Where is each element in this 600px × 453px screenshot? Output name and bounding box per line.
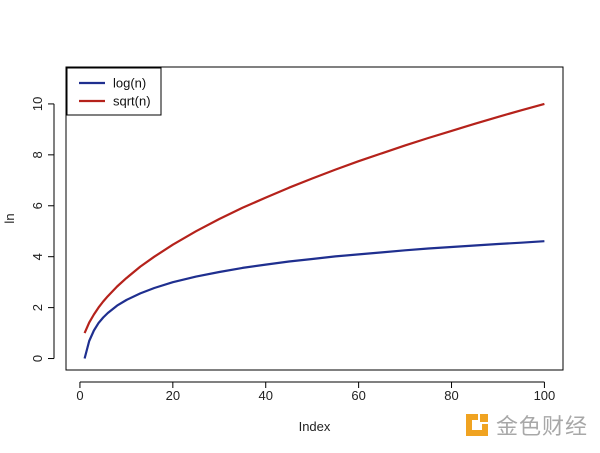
plot-frame xyxy=(65,66,564,371)
y-tick-label: 10 xyxy=(30,97,45,111)
series-line-sqrt-n xyxy=(83,102,545,334)
brand-logo-icon xyxy=(464,412,490,438)
x-tick-label: 0 xyxy=(76,388,83,403)
series-lines xyxy=(83,102,545,359)
x-tick-label: 20 xyxy=(166,388,180,403)
legend: log(n) sqrt(n) xyxy=(66,67,162,116)
y-tick-label: 6 xyxy=(30,202,45,209)
watermark: 金色财经 xyxy=(464,409,588,441)
y-tick-label: 0 xyxy=(30,355,45,362)
x-axis-label: Index xyxy=(299,419,331,434)
series-line-log-n xyxy=(83,240,545,359)
axes: 0 20 40 60 80 100 0 2 4 6 8 10 xyxy=(30,66,564,403)
legend-box xyxy=(66,67,162,116)
legend-label: sqrt(n) xyxy=(113,94,151,109)
x-tick-label: 80 xyxy=(444,388,458,403)
y-axis-label: ln xyxy=(2,213,17,223)
x-tick-label: 60 xyxy=(351,388,365,403)
watermark-text: 金色财经 xyxy=(495,415,588,440)
legend-label: log(n) xyxy=(113,76,146,91)
y-tick-label: 4 xyxy=(30,253,45,260)
x-tick-label: 40 xyxy=(258,388,272,403)
y-tick-label: 8 xyxy=(30,151,45,158)
x-tick-label: 100 xyxy=(534,388,556,403)
y-tick-label: 2 xyxy=(30,304,45,311)
